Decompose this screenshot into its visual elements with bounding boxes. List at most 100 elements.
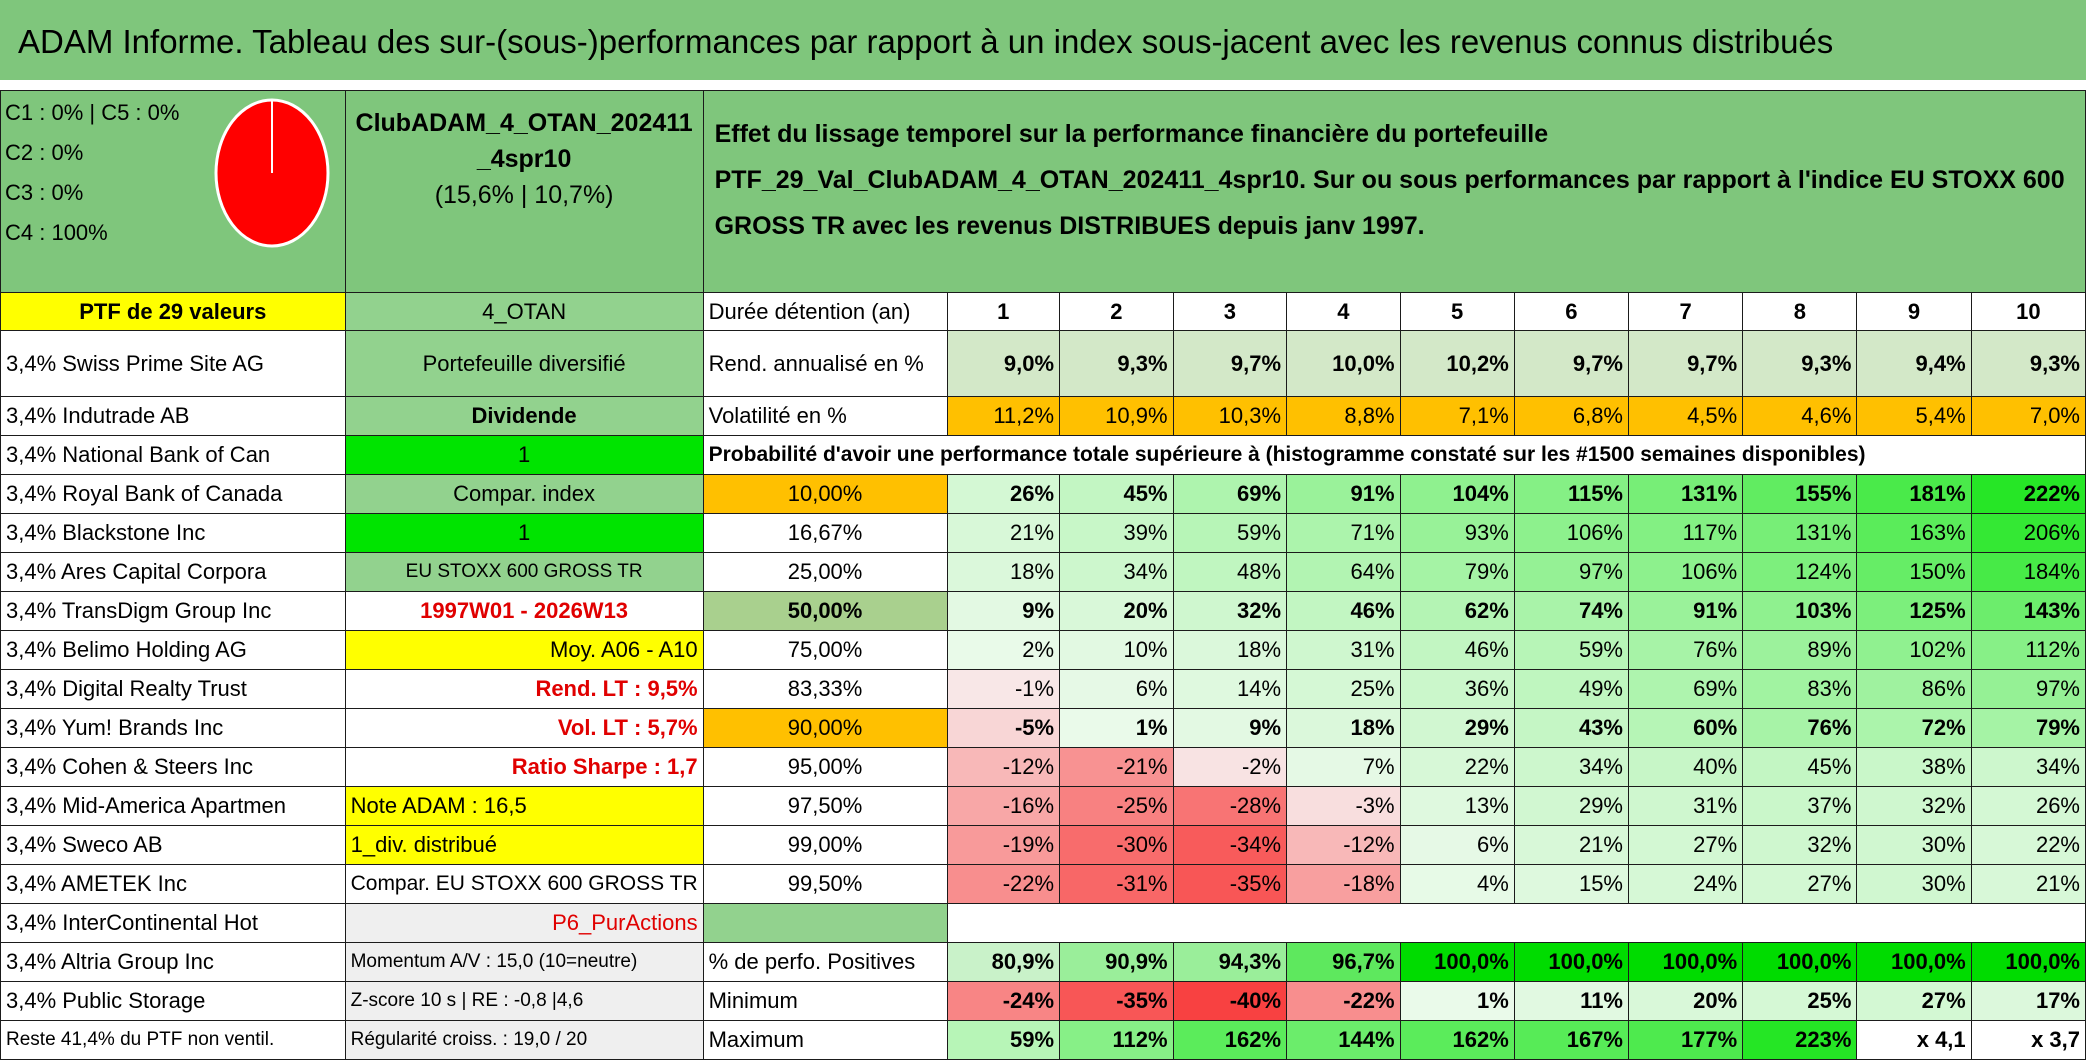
page-title: ADAM Informe. Tableau des sur-(sous-)per… — [0, 0, 2086, 80]
prob-value: 15% — [1513, 864, 1630, 904]
legend-item: C3 : 0% — [5, 180, 84, 205]
pos-value: 100,0% — [1856, 942, 1972, 982]
holding-name: 3,4% AMETEK Inc — [0, 864, 346, 904]
vol-value: 11,2% — [946, 396, 1061, 436]
prob-value: 18% — [1286, 708, 1401, 748]
prob-value: 60% — [1627, 708, 1744, 748]
prob-value: 79% — [1970, 708, 2086, 748]
prob-value: 13% — [1399, 786, 1515, 826]
prob-value: 25% — [1286, 669, 1401, 709]
prob-value: 34% — [1970, 747, 2086, 787]
info-cell: 1 — [344, 435, 704, 475]
prob-value: 38% — [1856, 747, 1972, 787]
prob-value: 21% — [1970, 864, 2086, 904]
ptf-label: PTF de 29 valeurs — [0, 292, 346, 331]
prob-value: 45% — [1059, 474, 1174, 514]
prob-value: 32% — [1742, 825, 1858, 865]
prob-value: 22% — [1399, 747, 1515, 787]
rend-value: 9,7% — [1172, 330, 1288, 397]
year-header: 7 — [1627, 292, 1744, 331]
quantile-label: 95,00% — [702, 747, 948, 787]
info-cell: Ratio Sharpe : 1,7 — [344, 747, 704, 787]
prob-value: 29% — [1513, 786, 1630, 826]
prob-value: 71% — [1286, 513, 1401, 553]
description: Effet du lissage temporel sur la perform… — [714, 120, 2065, 240]
prob-value: 9% — [946, 591, 1061, 631]
report-grid: C1 : 0% | C5 : 0% C2 : 0% C3 : 0% C4 : 1… — [0, 90, 2086, 1060]
holding-name: 3,4% Blackstone Inc — [0, 513, 346, 553]
table-row: 3,4% Ares Capital Corpora EU STOXX 600 GR… — [0, 552, 2086, 592]
prob-value: 103% — [1742, 591, 1858, 631]
prob-value: -1% — [946, 669, 1061, 709]
prob-value: -5% — [946, 708, 1061, 748]
prob-value: 112% — [1970, 630, 2086, 670]
year-header: 4 — [1286, 292, 1401, 331]
legend-cell: C1 : 0% | C5 : 0% C2 : 0% C3 : 0% C4 : 1… — [0, 90, 346, 293]
prob-value: 1% — [1059, 708, 1174, 748]
holding-name: 3,4% Altria Group Inc — [0, 942, 346, 982]
year-header: 3 — [1172, 292, 1288, 331]
table-row: 3,4% Digital Realty Trust Rend. LT : 9,5%… — [0, 669, 2086, 709]
min-label: Minimum — [702, 981, 948, 1021]
table-row: 3,4% Sweco AB 1_div. distribué 99,00% -19% -… — [0, 825, 2086, 865]
vol-value: 10,9% — [1059, 396, 1174, 436]
info-cell: 1 — [344, 513, 704, 553]
pos-value: 96,7% — [1286, 942, 1401, 982]
portfolio-name: ClubADAM_4_OTAN_202411_4spr10 — [355, 109, 693, 173]
prob-value: 2% — [946, 630, 1061, 670]
vol-value: 7,0% — [1970, 396, 2086, 436]
min-value: 20% — [1627, 981, 1744, 1021]
holding-name: 3,4% Digital Realty Trust — [0, 669, 346, 709]
info-cell: Régularité croiss. : 19,0 / 20 — [344, 1020, 704, 1060]
holding-name: 3,4% Mid-America Apartmen — [0, 786, 346, 826]
rend-value: 9,3% — [1742, 330, 1858, 397]
prob-value: 7% — [1286, 747, 1401, 787]
prob-value: 18% — [946, 552, 1061, 592]
pos-value: 94,3% — [1172, 942, 1288, 982]
prob-value: 34% — [1513, 747, 1630, 787]
prob-value: 222% — [1970, 474, 2086, 514]
prob-value: 4% — [1399, 864, 1515, 904]
pos-value: 90,9% — [1059, 942, 1174, 982]
table-row: 3,4% Belimo Holding AG Moy. A06 - A10 75,0… — [0, 630, 2086, 670]
prob-value: 97% — [1513, 552, 1630, 592]
rend-value: 9,3% — [1970, 330, 2086, 397]
prob-value: 6% — [1059, 669, 1174, 709]
table-row: 3,4% Indutrade AB Dividende Volatilité en … — [0, 396, 2086, 436]
prob-value: 89% — [1742, 630, 1858, 670]
prob-value: 83% — [1742, 669, 1858, 709]
pos-label: % de perfo. Positives — [702, 942, 948, 982]
info-cell: Vol. LT : 5,7% — [344, 708, 704, 748]
table-row: 3,4% Mid-America Apartmen Note ADAM : 16,… — [0, 786, 2086, 826]
max-value: 223% — [1742, 1020, 1858, 1060]
quantile-label: 10,00% — [702, 474, 948, 514]
prob-value: 26% — [946, 474, 1061, 514]
vol-value: 7,1% — [1399, 396, 1515, 436]
max-value: x 3,7 — [1970, 1020, 2086, 1060]
prob-value: 93% — [1399, 513, 1515, 553]
prob-value: 59% — [1172, 513, 1288, 553]
prob-value: 46% — [1286, 591, 1401, 631]
vol-value: 6,8% — [1513, 396, 1630, 436]
table-row: 3,4% Yum! Brands Inc Vol. LT : 5,7% 90,00%… — [0, 708, 2086, 748]
prob-value: 143% — [1970, 591, 2086, 631]
prob-value: -19% — [946, 825, 1061, 865]
prob-value: 34% — [1059, 552, 1174, 592]
prob-value: 14% — [1172, 669, 1288, 709]
prob-value: -12% — [946, 747, 1061, 787]
prob-value: 36% — [1399, 669, 1515, 709]
prob-value: 18% — [1172, 630, 1288, 670]
prob-value: 10% — [1059, 630, 1174, 670]
prob-value: -16% — [946, 786, 1061, 826]
vol-value: 4,5% — [1627, 396, 1744, 436]
year-header: 8 — [1742, 292, 1858, 331]
vol-value: 8,8% — [1286, 396, 1401, 436]
prob-value: 26% — [1970, 786, 2086, 826]
prob-value: -25% — [1059, 786, 1174, 826]
holding-name: 3,4% Royal Bank of Canada — [0, 474, 346, 514]
holding-name: Reste 41,4% du PTF non ventil. — [0, 1020, 346, 1060]
prob-value: 20% — [1059, 591, 1174, 631]
prob-value: 104% — [1399, 474, 1515, 514]
prob-value: 115% — [1513, 474, 1630, 514]
min-value: 17% — [1970, 981, 2086, 1021]
